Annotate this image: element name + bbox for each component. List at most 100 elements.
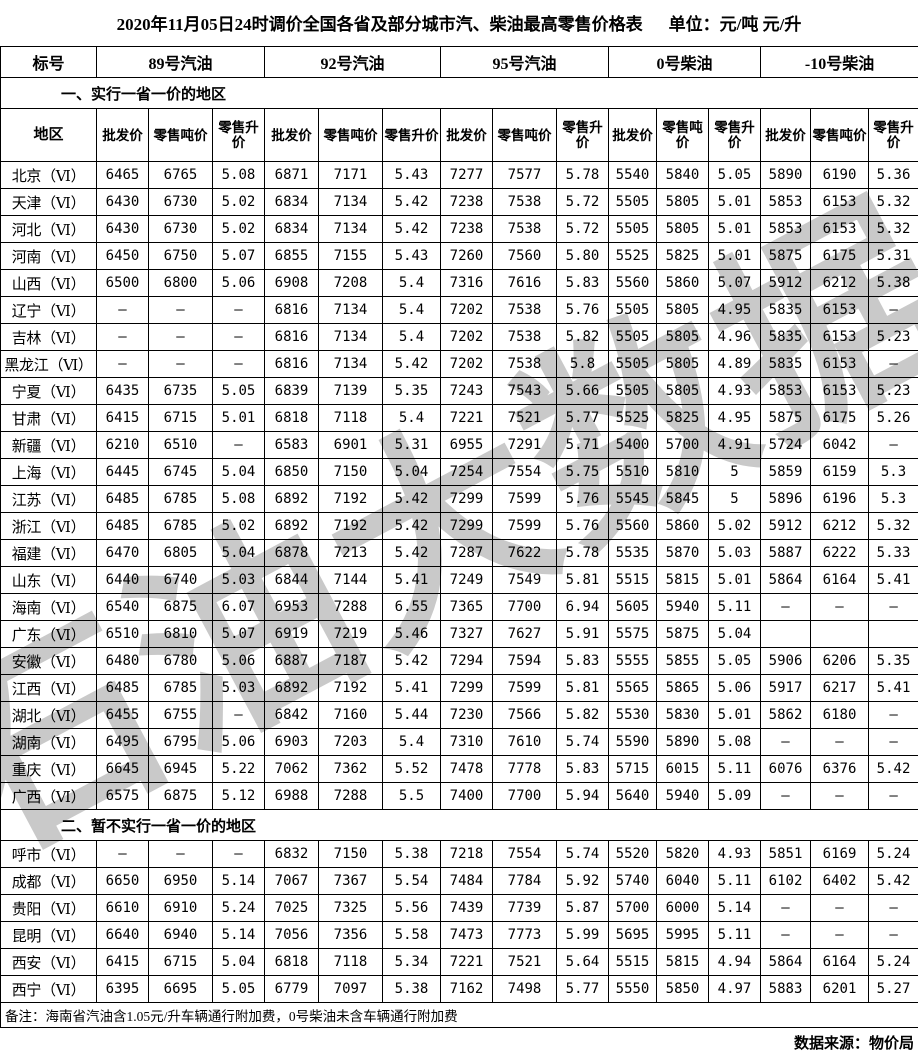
price-cell-9: 5520 (609, 841, 657, 868)
price-cell-5: 6.55 (383, 594, 441, 621)
price-cell-4: 7134 (319, 351, 383, 378)
price-cell-8: 5.92 (557, 868, 609, 895)
price-cell-1: 6875 (149, 594, 213, 621)
price-cell-4: 7192 (319, 675, 383, 702)
price-cell-11: 5.08 (709, 729, 761, 756)
price-cell-3: 6816 (265, 297, 319, 324)
price-cell-6: 7277 (441, 162, 493, 189)
region-cell: 河南（Ⅵ） (1, 243, 97, 270)
price-cell-9: 5530 (609, 702, 657, 729)
price-cell-11: 5.11 (709, 922, 761, 949)
price-cell-7: 7538 (493, 351, 557, 378)
price-cell-14: 5.35 (869, 648, 918, 675)
price-cell-14: 5.23 (869, 324, 918, 351)
price-cell-6: 7439 (441, 895, 493, 922)
price-cell-8: 5.78 (557, 540, 609, 567)
price-cell-0: 6415 (97, 405, 149, 432)
price-cell-14: – (869, 432, 918, 459)
price-cell-0: 6575 (97, 783, 149, 810)
price-cell-6: 7221 (441, 949, 493, 976)
subheader-0-2: 零售升价 (213, 109, 265, 162)
price-cell-3: 6850 (265, 459, 319, 486)
price-cell-9: 5515 (609, 949, 657, 976)
price-cell-12 (761, 621, 811, 648)
price-cell-11: 5.05 (709, 162, 761, 189)
source-row: 数据来源：物价局 (0, 1028, 918, 1056)
price-cell-4: 7155 (319, 243, 383, 270)
price-cell-13: 6212 (811, 270, 869, 297)
region-cell: 呼市（Ⅵ） (1, 841, 97, 868)
price-cell-9: 5545 (609, 486, 657, 513)
price-cell-6: 7287 (441, 540, 493, 567)
price-cell-8: 5.64 (557, 949, 609, 976)
price-cell-11: 5.11 (709, 756, 761, 783)
price-cell-3: 6834 (265, 189, 319, 216)
price-cell-4: 7118 (319, 405, 383, 432)
price-cell-11: 4.95 (709, 405, 761, 432)
price-cell-9: 5505 (609, 297, 657, 324)
price-cell-9: 5505 (609, 351, 657, 378)
price-cell-10: 5700 (657, 432, 709, 459)
fuel-group-header-0: 89号汽油 (97, 47, 265, 78)
price-cell-6: 7249 (441, 567, 493, 594)
subheader-1-1: 零售吨价 (319, 109, 383, 162)
price-cell-13: 6201 (811, 976, 869, 1003)
price-cell-7: 7498 (493, 976, 557, 1003)
price-cell-12: 5862 (761, 702, 811, 729)
price-cell-5: 5.4 (383, 324, 441, 351)
price-cell-12: 5875 (761, 243, 811, 270)
price-cell-5: 5.42 (383, 648, 441, 675)
price-cell-8: 5.66 (557, 378, 609, 405)
price-cell-0: 6415 (97, 949, 149, 976)
price-cell-3: 6892 (265, 675, 319, 702)
price-cell-8: 6.94 (557, 594, 609, 621)
price-cell-9: 5505 (609, 324, 657, 351)
price-cell-6: 7254 (441, 459, 493, 486)
price-cell-13: 6206 (811, 648, 869, 675)
price-cell-1: 6785 (149, 513, 213, 540)
price-cell-14: – (869, 594, 918, 621)
price-cell-2: 5.07 (213, 243, 265, 270)
price-cell-9: 5555 (609, 648, 657, 675)
fuel-group-header-1: 92号汽油 (265, 47, 441, 78)
price-cell-7: 7594 (493, 648, 557, 675)
price-cell-1: 6755 (149, 702, 213, 729)
price-cell-9: 5640 (609, 783, 657, 810)
price-cell-2: 5.14 (213, 868, 265, 895)
price-cell-8: 5.78 (557, 162, 609, 189)
column-subheader-row: 地区批发价零售吨价零售升价批发价零售吨价零售升价批发价零售吨价零售升价批发价零售… (1, 109, 918, 162)
price-cell-5: 5.58 (383, 922, 441, 949)
price-cell-3: 6871 (265, 162, 319, 189)
price-cell-1: 6750 (149, 243, 213, 270)
